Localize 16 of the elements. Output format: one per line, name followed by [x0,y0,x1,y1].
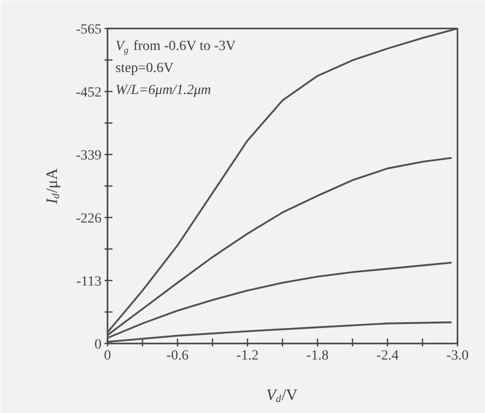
y-tick-label: 0 [94,338,102,352]
y-axis-title: Id/μA [44,168,62,205]
line-series [106,28,458,334]
x-tick-label: -3.0 [446,348,469,364]
y-tick-label: -565 [76,22,102,38]
annotation: W/L=6μm/1.2μm [116,83,211,98]
x-tick-label: -2.4 [376,348,399,364]
x-tick-label: -1.2 [236,348,259,364]
x-tick-label: -0.6 [166,348,189,364]
y-tick-label: -339 [76,148,102,164]
y-tick-label: -226 [76,212,102,226]
line-series [106,321,453,343]
x-tick-label: -1.8 [306,348,329,364]
y-tick-label: -113 [76,274,102,290]
annotation: step=0.6V [116,61,174,76]
y-tick-label: -452 [76,86,102,100]
